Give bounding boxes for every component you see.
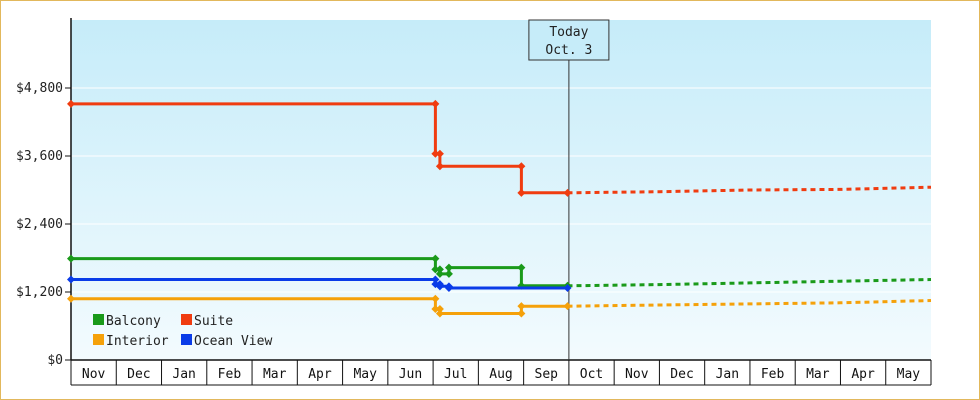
data-point-balcony [431,254,440,263]
y-axis: $0 $1,200 $2,400 $3,600 $4,800 [16,18,72,368]
data-point-suite [431,149,440,158]
y-tick-label: $3,600 [16,149,63,164]
today-box [528,19,610,61]
data-point-balcony [444,263,453,272]
today-date-label: Oct. 3 [545,43,592,58]
data-point-suite [517,188,526,197]
data-point-balcony [435,265,444,274]
month-label: Dec [670,367,693,382]
forecast-line-interior [567,299,932,308]
data-point-interior [517,309,526,318]
month-label: Feb [761,367,785,382]
today-label: Today [549,25,588,40]
legend-label-suite: Suite [194,314,233,329]
month-label: May [897,367,921,382]
month-label: May [353,367,377,382]
data-point-suite [435,149,444,158]
x-axis: Nov Dec Jan Feb Mar Apr May Jun Jul Aug Sep Oct Nov D… [70,359,932,386]
data-point-suite [67,99,75,108]
data-point-ocean-view [431,275,440,284]
month-label: Feb [218,367,242,382]
month-label: Dec [127,367,150,382]
data-point-balcony [67,254,75,263]
y-tick-label: $4,800 [16,81,63,96]
series-group [67,99,932,318]
data-point-interior [431,294,440,303]
data-point-suite [431,99,440,108]
legend: Balcony Suite Interior Ocean View [93,314,272,349]
series-line-balcony [71,257,568,288]
data-point-ocean-view [563,284,572,293]
legend-label-interior: Interior [106,334,169,349]
data-point-interior [435,305,444,313]
data-point-balcony [431,265,440,274]
forecast-line-suite [567,185,932,195]
month-label: Apr [308,367,332,382]
series-line-suite [71,102,568,195]
y-tick-label: $0 [47,353,63,368]
data-point-balcony [435,269,444,278]
month-label: Nov [625,367,649,382]
y-gridlines [71,87,931,293]
data-point-interior [563,302,572,311]
month-label: Sep [535,367,559,382]
data-point-suite [517,162,526,171]
month-label: Jun [399,367,422,382]
today-marker: Today Oct. 3 [528,19,610,360]
legend-label-ocean-view: Ocean View [194,334,272,349]
forecast-line-balcony [567,278,932,288]
month-label: Jul [444,367,467,382]
legend-swatch-ocean-view [181,334,192,345]
data-point-interior [517,302,526,311]
data-point-ocean-view [67,275,75,284]
data-point-interior [67,294,75,303]
month-label: Mar [806,367,830,382]
data-point-balcony [517,263,526,272]
month-label: Apr [851,367,875,382]
month-label: Jan [716,367,739,382]
y-tick-label: $2,400 [16,217,63,232]
legend-swatch-balcony [93,314,104,325]
data-point-ocean-view [435,282,444,291]
legend-swatch-interior [93,334,104,345]
month-label: Oct [580,367,603,382]
data-point-interior [431,305,440,313]
legend-swatch-suite [181,314,192,325]
data-point-balcony [444,269,453,278]
month-label: Mar [263,367,287,382]
y-tick-label: $1,200 [16,285,63,300]
data-point-suite [435,162,444,171]
legend-label-balcony: Balcony [106,314,161,329]
data-point-suite [563,188,572,197]
data-point-ocean-view [444,284,453,293]
month-label: Aug [489,367,512,382]
data-point-interior [435,309,444,318]
month-label: Nov [82,367,106,382]
month-label: Jan [172,367,195,382]
